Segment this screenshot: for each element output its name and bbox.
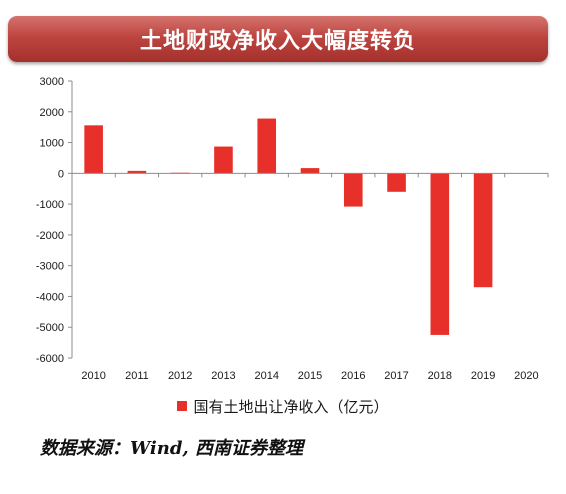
bar-2015 (300, 168, 320, 174)
y-tick-label: 3000 (40, 76, 64, 88)
x-tick-label: 2018 (428, 370, 452, 382)
y-tick-label: 2000 (40, 107, 64, 119)
bar-2016 (343, 173, 363, 207)
x-tick-label: 2012 (168, 370, 192, 382)
source-note: 数据来源：Wind, 西南证券整理 (40, 438, 303, 459)
legend: 国有土地出让净收入（亿元） (0, 395, 566, 417)
bar-chart: 3000 2000 1000 0 -1000 -2000 -3000 -4000 -5000 -6… (36, 76, 549, 382)
y-tick-label: -4000 (36, 291, 64, 303)
x-tick-label: 2010 (81, 370, 105, 382)
bar-2017 (387, 173, 406, 192)
legend-swatch (177, 401, 188, 411)
bar-2010 (84, 125, 103, 174)
x-tick-label: 2017 (384, 370, 408, 382)
bar-2011 (127, 170, 147, 174)
y-tick-label: -6000 (36, 353, 64, 365)
y-tick-label: 0 (58, 168, 64, 180)
x-axis: 2010 2011 2012 2013 2014 2015 2016 2017 2018 2019… (71, 172, 549, 382)
title-banner: 土地财政净收入大幅度转负 (8, 16, 548, 62)
bar-2019 (473, 173, 493, 288)
x-tick-label: 2015 (298, 370, 322, 382)
x-tick-label: 2014 (254, 370, 278, 382)
legend-label: 国有土地出让净收入（亿元） (193, 397, 389, 416)
y-axis: 3000 2000 1000 0 -1000 -2000 -3000 -4000 -5000 -6… (36, 76, 73, 365)
x-tick-label: 2013 (211, 370, 235, 382)
bars (84, 118, 493, 335)
y-tick-label: -1000 (36, 199, 64, 211)
x-tick-label: 2011 (125, 370, 149, 382)
chart-title: 土地财政净收入大幅度转负 (139, 29, 416, 54)
bar-2013 (214, 146, 233, 174)
y-tick-label: 1000 (40, 138, 64, 150)
x-tick-label: 2019 (471, 370, 495, 382)
x-tick-label: 2020 (514, 370, 538, 382)
bar-2018 (430, 173, 450, 335)
y-tick-label: -3000 (36, 261, 64, 273)
x-tick-label: 2016 (341, 370, 365, 382)
y-tick-label: -5000 (36, 322, 64, 334)
y-tick-label: -2000 (36, 230, 64, 242)
bar-2014 (257, 118, 277, 174)
